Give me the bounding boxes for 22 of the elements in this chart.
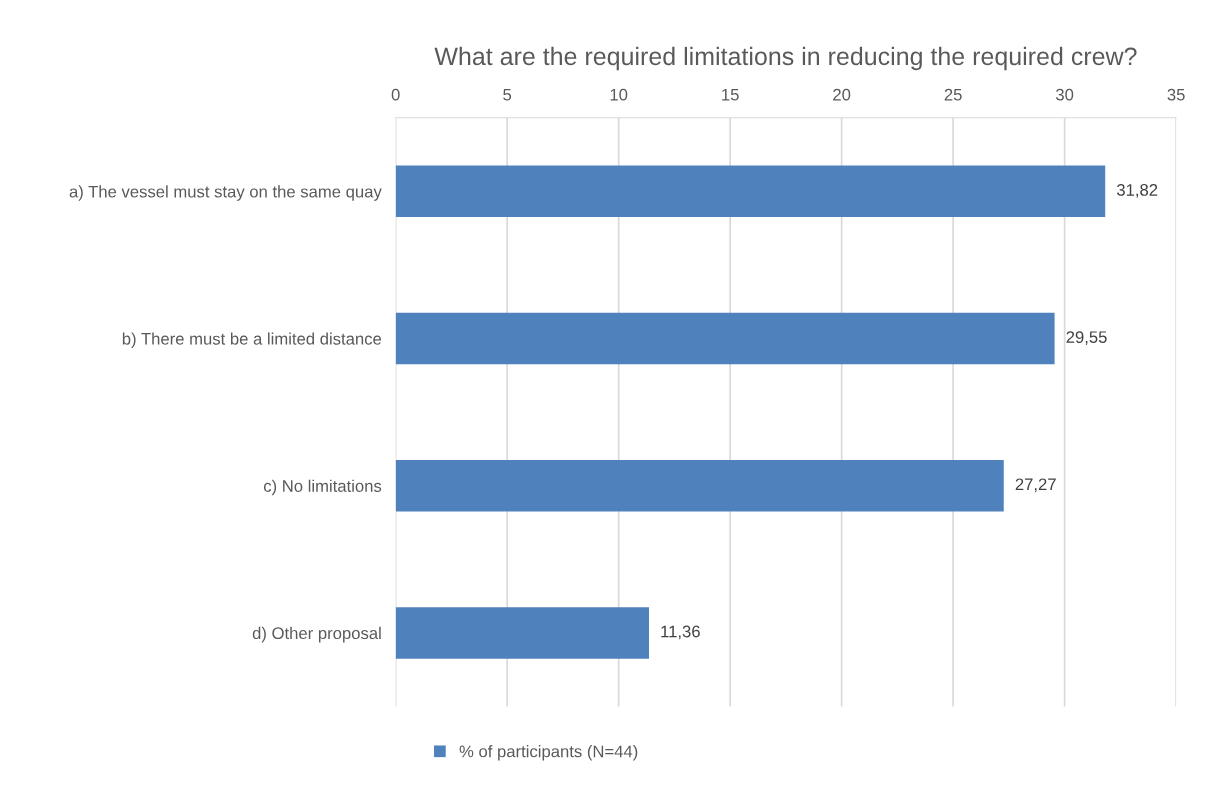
bar [395, 165, 1106, 218]
data-label: 11,36 [661, 625, 700, 640]
bar [395, 459, 1004, 512]
data-label: 29,55 [1066, 331, 1107, 345]
chart-title: What are the required limitations in reducing the required crew? [434, 46, 1137, 71]
legend-label: % of participants (N=44) [459, 745, 638, 761]
x-tick-label: 5 [503, 88, 512, 101]
x-tick-label: 0 [391, 88, 400, 101]
bar [395, 607, 649, 659]
y-tick-label: b) There must be a limited distance [122, 332, 382, 349]
x-tick-label: 30 [1055, 88, 1074, 101]
bar [395, 312, 1055, 365]
x-tick-label: 20 [833, 88, 851, 101]
data-label: 31,82 [1116, 184, 1158, 198]
y-tick-label: c) No limitations [263, 479, 382, 496]
y-tick-label: a) The vessel must stay on the same quay [69, 185, 382, 201]
y-tick-label: d) Other proposal [252, 626, 381, 643]
data-label: 27,27 [1015, 478, 1056, 493]
x-tick-label: 25 [944, 88, 962, 101]
x-tick-label: 10 [610, 88, 628, 101]
x-tick-label: 35 [1167, 88, 1185, 101]
x-tick-label: 15 [722, 88, 739, 101]
